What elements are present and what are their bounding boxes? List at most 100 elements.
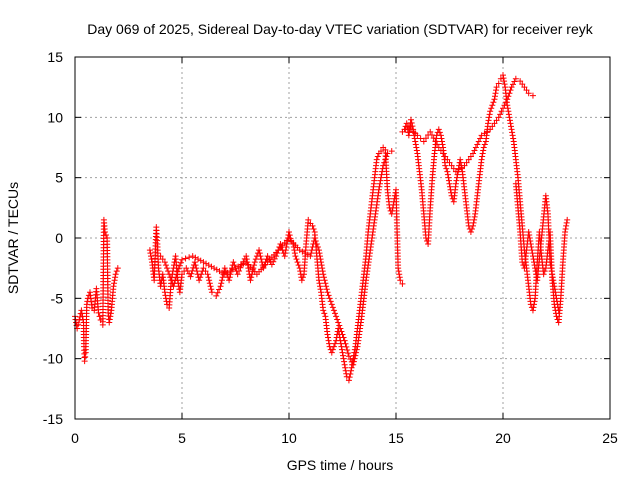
data-point [373,156,380,163]
data-point [444,168,451,175]
data-point [226,277,233,284]
data-point [203,260,210,267]
data-point [282,250,289,257]
data-point [286,228,292,235]
data-point [342,367,349,374]
data-point [395,268,402,275]
data-point [274,250,281,257]
data-point [321,277,328,284]
data-point [171,280,178,287]
data-point [526,235,533,241]
y-tick-label: 10 [47,109,63,125]
data-point [248,274,255,281]
data-point [196,277,203,284]
data-point [314,244,321,251]
data-point [396,271,403,278]
data-point [219,274,226,281]
data-point [500,72,506,79]
data-point [525,228,532,235]
data-point [312,238,319,245]
data-point [315,277,322,284]
data-point [500,75,507,82]
data-point [417,135,424,142]
data-point [509,81,516,88]
data-point [351,355,358,362]
data-point [477,135,484,142]
data-point [252,256,259,263]
data-point [461,162,468,169]
data-point [555,304,562,311]
data-point [182,255,189,262]
data-point [487,126,494,133]
data-point [549,274,556,281]
data-point [554,301,561,308]
data-point [313,241,320,248]
data-point [308,247,315,254]
data-point [338,346,345,353]
data-point [308,250,315,257]
data-point [173,271,180,278]
data-point [378,148,385,155]
data-point [164,265,171,272]
data-point [529,253,536,260]
data-point [468,225,475,232]
data-point [166,271,173,278]
data-point [293,256,300,263]
data-point [512,75,519,82]
data-point [342,340,349,347]
data-point [563,219,570,226]
data-point [175,265,182,272]
data-point [506,90,513,97]
data-point [205,262,212,269]
data-point [340,355,347,362]
data-point [540,271,547,278]
data-point [485,120,492,127]
data-point [318,259,325,266]
data-point [531,259,538,266]
data-point [470,219,477,226]
data-point [326,340,333,347]
data-point [427,128,434,135]
data-point [474,141,481,148]
data-point [383,153,390,160]
data-point [161,289,168,296]
data-point [179,271,185,278]
data-point [519,81,526,88]
y-axis-label: SDTVAR / TECUs [5,182,21,294]
data-point [251,259,258,266]
data-point [508,123,515,130]
data-point [334,316,341,323]
data-point [548,265,555,272]
data-point [320,307,327,314]
data-point [509,129,516,136]
data-point [113,268,120,275]
data-point [376,180,383,187]
data-point [475,138,482,145]
data-point [506,114,513,121]
data-point [447,183,454,190]
data-point [197,257,204,264]
data-point [106,319,113,326]
data-point [480,147,487,154]
data-point [485,117,492,124]
data-point [450,165,457,172]
data-point [243,256,250,263]
data-point [337,325,344,332]
data-point [510,135,517,142]
data-point [435,126,442,133]
data-point [562,228,569,235]
data-point [322,280,329,287]
data-point [495,80,502,87]
data-point [384,150,391,157]
data-point [488,105,495,112]
data-point [379,165,386,172]
data-point [529,307,536,314]
data-point [554,298,561,305]
data-point [563,222,570,229]
data-point [439,141,446,148]
data-point [325,334,332,341]
data-point [321,310,328,317]
data-point [112,271,119,278]
data-point [173,274,180,281]
data-point [256,247,263,254]
